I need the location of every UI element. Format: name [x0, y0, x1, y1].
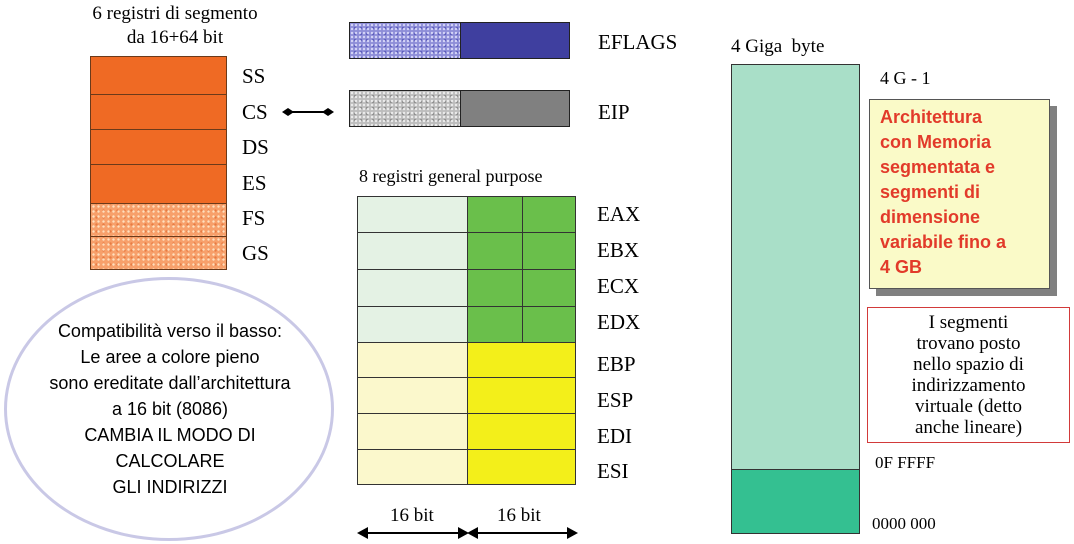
- segment-registers-caption: 6 registri di segmento da 16+64 bit: [60, 2, 290, 50]
- compat-line-1: Compatibilità verso il basso:: [57, 321, 283, 341]
- memory-title: 4 Giga byte: [731, 36, 825, 57]
- compat-line-4: a 16 bit (8086): [111, 399, 229, 419]
- arch-line-5: dimensione: [880, 207, 981, 227]
- memory-top-address: 4 G - 1: [880, 68, 931, 88]
- eax-high-cell: [357, 196, 468, 233]
- compat-line-6: CALCOLARE: [115, 451, 225, 471]
- seg-note-line-2: trovano posto: [916, 333, 1021, 354]
- ebp-low-cell: [467, 342, 576, 378]
- ebx-bl-cell: [522, 232, 576, 270]
- gp-label-edx: EDX: [597, 310, 641, 334]
- bit-width-left-label: 16 bit: [390, 505, 434, 526]
- seg-note-line-5: virtuale (detto: [914, 396, 1023, 417]
- gp-label-ebx: EBX: [597, 238, 639, 262]
- ebx-high-cell: [357, 232, 468, 270]
- compat-line-7: GLI INDIRIZZI: [112, 477, 228, 497]
- eax-al-cell: [522, 196, 576, 233]
- memory-virtual-space: [731, 64, 860, 470]
- edx-dh-cell: [467, 306, 523, 343]
- gp-label-edi: EDI: [597, 424, 632, 448]
- cs-eip-connector: [282, 108, 334, 116]
- gp-registers-caption: 8 registri general purpose: [359, 166, 543, 186]
- ebx-bh-cell: [467, 232, 523, 270]
- edx-dl-cell: [522, 306, 576, 343]
- arch-line-4: segmenti di: [880, 182, 981, 202]
- segments-note: I segmenti trovano posto nello spazio di…: [867, 307, 1070, 443]
- eip-lower-half: [460, 90, 570, 127]
- segment-label-es: ES: [242, 171, 267, 195]
- arch-line-7: 4 GB: [880, 257, 923, 277]
- architecture-note: Architettura con Memoria segmentata e se…: [869, 99, 1050, 289]
- arch-line-3: segmentata e: [880, 157, 996, 177]
- segment-ss-box: [90, 56, 227, 95]
- seg-note-line-6: anche lineare): [914, 417, 1023, 438]
- memory-mid-address: 0F FFFF: [875, 453, 936, 472]
- segment-caption-line2: da 16+64 bit: [126, 27, 224, 48]
- esi-high-cell: [357, 449, 468, 485]
- compat-line-2: Le aree a colore pieno: [80, 347, 260, 367]
- ebp-high-cell: [357, 342, 468, 378]
- edx-high-cell: [357, 306, 468, 343]
- compat-line-3: sono ereditate dall’architettura: [49, 373, 291, 393]
- gp-label-esi: ESI: [597, 459, 629, 483]
- memory-bottom-address: 0000 000: [872, 514, 936, 533]
- gp-label-ecx: ECX: [597, 274, 639, 298]
- gp-label-eax: EAX: [597, 202, 641, 226]
- gp-label-esp: ESP: [597, 388, 634, 412]
- edi-high-cell: [357, 413, 468, 450]
- eip-upper-half: [349, 90, 461, 127]
- seg-note-line-3: nello spazio di: [913, 354, 1024, 375]
- compat-line-5: CAMBIA IL MODO DI: [84, 425, 256, 445]
- segment-label-cs: CS: [242, 100, 268, 124]
- esp-high-cell: [357, 377, 468, 414]
- esi-low-cell: [467, 449, 576, 485]
- arch-line-2: con Memoria: [880, 132, 992, 152]
- compatibility-note-text: Compatibilità verso il basso: Le aree a …: [20, 318, 320, 500]
- segment-label-ss: SS: [242, 64, 266, 88]
- eflags-lower-half: [460, 22, 570, 59]
- gp-label-ebp: EBP: [597, 352, 636, 376]
- segment-label-fs: FS: [242, 206, 266, 230]
- arch-line-1: Architettura: [880, 107, 983, 127]
- ecx-cl-cell: [522, 269, 576, 307]
- bit-width-right-label: 16 bit: [497, 505, 541, 526]
- eax-ah-cell: [467, 196, 523, 233]
- edi-low-cell: [467, 413, 576, 450]
- eip-label: EIP: [598, 100, 630, 124]
- seg-note-line-4: indirizzamento: [911, 375, 1026, 396]
- segment-cs-box: [90, 94, 227, 130]
- segment-ds-box: [90, 129, 227, 165]
- compatibility-note-ellipse: [4, 277, 334, 541]
- esp-low-cell: [467, 377, 576, 414]
- segment-es-box: [90, 164, 227, 204]
- arch-line-6: variabile fino a: [880, 232, 1007, 252]
- segment-label-ds: DS: [242, 135, 269, 159]
- segment-fs-box: [90, 203, 227, 237]
- segment-label-gs: GS: [242, 241, 269, 265]
- ecx-ch-cell: [467, 269, 523, 307]
- memory-low-area: [731, 469, 860, 534]
- eflags-label: EFLAGS: [598, 30, 678, 54]
- segment-gs-box: [90, 236, 227, 270]
- ecx-high-cell: [357, 269, 468, 307]
- segment-caption-line1: 6 registri di segmento: [92, 3, 258, 24]
- eflags-upper-half: [349, 22, 461, 59]
- bit-width-arrows: [357, 527, 578, 539]
- seg-note-line-1: I segmenti: [928, 312, 1009, 333]
